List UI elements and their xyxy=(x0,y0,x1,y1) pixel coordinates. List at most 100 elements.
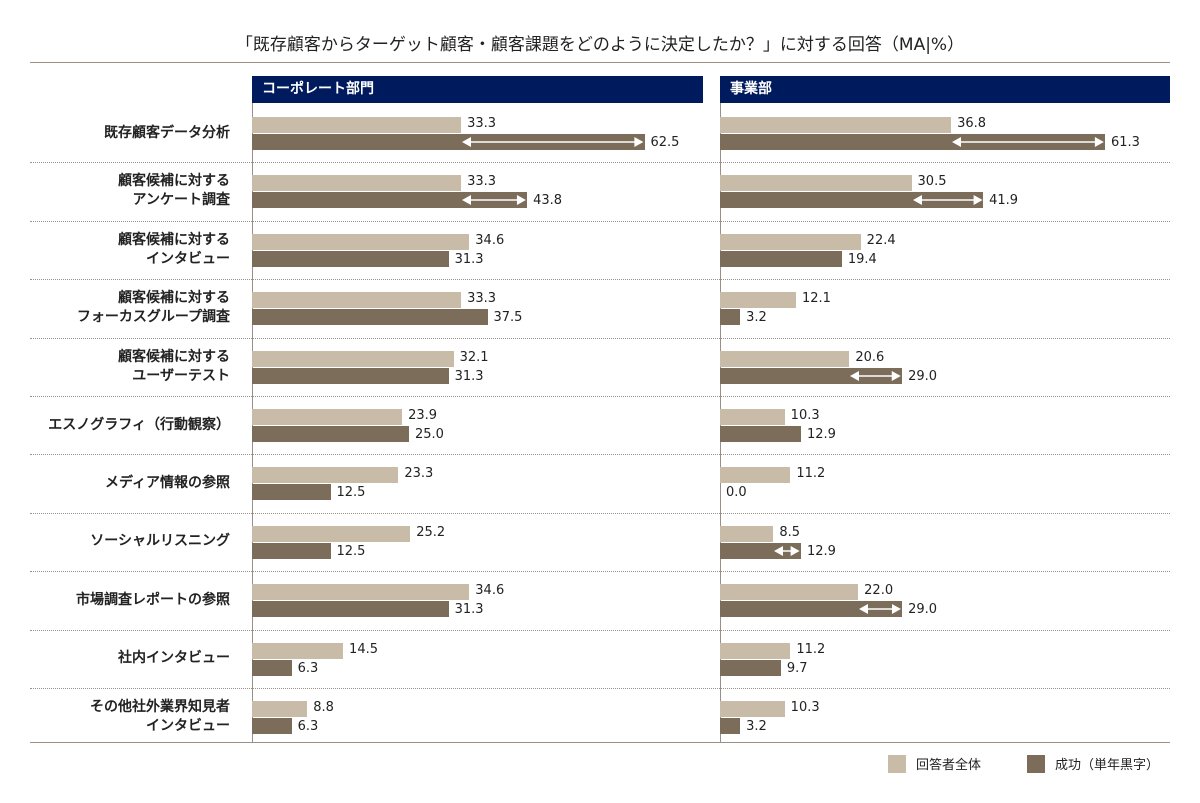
all-bar xyxy=(720,233,861,250)
legend-swatch-all xyxy=(888,754,906,773)
all-bar xyxy=(252,525,411,542)
success-bar xyxy=(720,309,741,326)
all-value-label: 23.9 xyxy=(408,408,438,423)
all-bar xyxy=(252,409,403,425)
category-label: メディア情報の参照 xyxy=(104,474,230,491)
all-value-label: 20.6 xyxy=(855,349,885,365)
category-label: 社内インタビュー xyxy=(118,650,230,667)
success-value-label: 12.9 xyxy=(807,543,836,559)
legend-swatch-success xyxy=(1027,754,1045,773)
all-bar xyxy=(720,292,796,309)
category-label: 市場調査レポートの参照 xyxy=(76,591,230,608)
row-separator xyxy=(30,571,1170,573)
all-value-label: 34.6 xyxy=(475,232,505,248)
success-value-label: 3.2 xyxy=(746,719,767,734)
success-value-label: 0.0 xyxy=(726,485,747,501)
success-bar xyxy=(720,134,1105,150)
difference-arrow-icon xyxy=(858,601,902,617)
success-value-label: 12.5 xyxy=(336,543,366,559)
success-value-label: 29.0 xyxy=(908,368,938,384)
row-separator xyxy=(30,162,1170,164)
all-bar xyxy=(720,642,791,659)
legend-item-success: 成功（単年黒字） xyxy=(1027,754,1159,773)
success-bar xyxy=(720,542,801,559)
panel-header-corporate: コーポレート部門 xyxy=(252,76,703,103)
row-separator xyxy=(30,629,1170,631)
success-value-label: 12.5 xyxy=(336,485,366,501)
success-value-label: 61.3 xyxy=(1110,135,1140,150)
success-bar xyxy=(252,426,409,442)
success-bar xyxy=(720,718,741,734)
success-bar xyxy=(252,718,292,734)
all-value-label: 33.3 xyxy=(467,291,497,307)
all-value-label: 25.2 xyxy=(416,524,446,540)
category-label: 既存顧客データ分析 xyxy=(104,124,230,141)
success-value-label: 31.3 xyxy=(454,602,484,618)
all-bar xyxy=(252,117,462,133)
all-value-label: 8.5 xyxy=(779,524,801,540)
success-bar xyxy=(252,192,528,209)
all-bar xyxy=(252,701,308,717)
difference-arrow-icon xyxy=(461,134,644,150)
all-bar xyxy=(720,175,912,192)
legend-label-all: 回答者全体 xyxy=(916,758,982,773)
row-separator xyxy=(30,279,1170,281)
all-bar xyxy=(252,584,470,601)
success-bar xyxy=(720,250,842,267)
success-value-label: 3.2 xyxy=(746,310,767,326)
difference-arrow-icon xyxy=(849,368,902,384)
all-value-label: 10.3 xyxy=(790,700,820,715)
difference-arrow-icon xyxy=(773,543,801,559)
success-value-label: 31.3 xyxy=(454,251,484,267)
success-value-label: 12.9 xyxy=(807,427,836,442)
all-value-label: 36.8 xyxy=(957,116,987,131)
all-value-label: 12.1 xyxy=(801,291,831,307)
all-bar xyxy=(720,467,791,484)
success-bar xyxy=(252,484,331,501)
legend-label-success: 成功（単年黒字） xyxy=(1055,758,1160,773)
all-bar xyxy=(252,350,454,367)
success-bar xyxy=(252,659,292,676)
success-bar xyxy=(252,542,331,559)
success-value-label: 9.7 xyxy=(786,660,808,676)
all-value-label: 23.3 xyxy=(404,466,434,482)
row-separator xyxy=(30,454,1170,456)
panel-header-business: 事業部 xyxy=(720,76,1170,103)
all-bar xyxy=(252,467,399,484)
all-bar xyxy=(720,117,952,133)
success-bar xyxy=(252,134,645,150)
success-value-label: 37.5 xyxy=(493,310,523,326)
success-value-label: 6.3 xyxy=(297,660,319,676)
all-bar xyxy=(720,350,850,367)
all-bar xyxy=(720,584,859,601)
all-bar xyxy=(252,175,462,192)
all-value-label: 11.2 xyxy=(796,641,826,657)
all-value-label: 32.1 xyxy=(459,349,489,365)
category-label: 顧客候補に対する インタビュー xyxy=(118,231,230,267)
category-label: 顧客候補に対する ユーザーテスト xyxy=(118,348,230,384)
success-value-label: 25.0 xyxy=(415,427,444,442)
difference-arrow-icon xyxy=(461,192,527,208)
row-separator xyxy=(30,396,1170,397)
row-separator xyxy=(30,220,1170,222)
row-separator xyxy=(30,512,1170,514)
difference-arrow-icon xyxy=(951,134,1105,150)
category-label: エスノグラフィ（行動観察） xyxy=(48,416,230,433)
all-value-label: 33.3 xyxy=(467,174,497,190)
success-bar xyxy=(252,601,449,618)
success-bar xyxy=(720,659,781,676)
success-value-label: 29.0 xyxy=(908,602,938,618)
all-bar xyxy=(720,525,774,542)
success-value-label: 31.3 xyxy=(454,368,484,384)
all-bar xyxy=(720,409,785,425)
success-bar xyxy=(720,426,801,442)
all-value-label: 11.2 xyxy=(796,466,826,482)
all-value-label: 34.6 xyxy=(475,583,505,599)
all-value-label: 14.5 xyxy=(349,641,378,657)
top-rule xyxy=(30,62,1170,63)
success-bar xyxy=(720,367,903,384)
success-bar xyxy=(720,601,903,618)
difference-arrow-icon xyxy=(912,192,984,208)
all-value-label: 22.0 xyxy=(864,583,894,599)
